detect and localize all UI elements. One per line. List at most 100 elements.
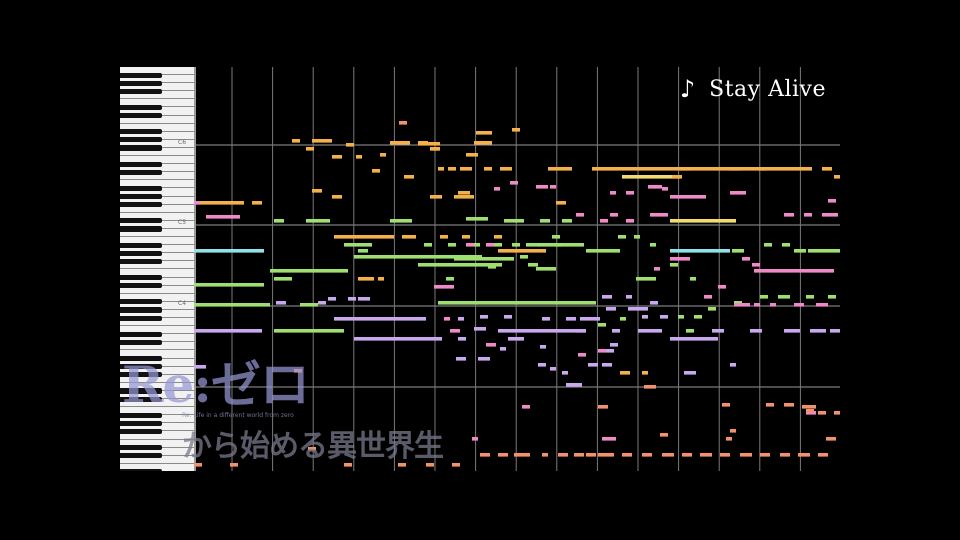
midi-note xyxy=(312,189,322,193)
midi-note xyxy=(458,317,464,321)
midi-note xyxy=(474,327,486,331)
midi-note xyxy=(500,347,506,351)
midi-note xyxy=(642,315,648,319)
midi-note xyxy=(520,255,528,259)
midi-note xyxy=(398,463,406,467)
midi-note xyxy=(678,315,684,319)
midi-note xyxy=(764,243,772,247)
black-key xyxy=(120,226,162,232)
midi-note xyxy=(816,303,828,307)
midi-note xyxy=(806,411,816,415)
midi-note xyxy=(500,167,512,171)
octave-label: C6 xyxy=(178,139,187,146)
midi-note xyxy=(550,367,556,371)
midi-note xyxy=(592,167,812,171)
midi-note xyxy=(478,357,490,361)
midi-note xyxy=(488,265,496,269)
midi-note xyxy=(380,153,386,157)
black-key xyxy=(120,145,162,151)
white-key xyxy=(120,205,194,213)
midi-note xyxy=(462,235,470,239)
midi-note xyxy=(556,201,566,205)
midi-note xyxy=(498,453,508,457)
midi-note xyxy=(402,235,416,239)
black-key xyxy=(120,275,162,281)
midi-note xyxy=(670,219,736,223)
midi-note xyxy=(670,249,730,253)
white-key xyxy=(120,432,194,440)
midi-note xyxy=(452,463,460,467)
midi-note xyxy=(498,329,586,333)
song-title: ♪ Stay Alive xyxy=(680,75,826,103)
midi-note xyxy=(356,155,362,159)
midi-note xyxy=(808,249,840,253)
midi-note xyxy=(650,243,656,247)
midi-note xyxy=(628,307,648,311)
midi-note xyxy=(626,191,634,195)
midi-note xyxy=(538,243,562,247)
midi-note xyxy=(672,175,682,179)
midi-note xyxy=(758,167,766,171)
midi-note xyxy=(808,405,816,409)
midi-note xyxy=(318,301,326,305)
midi-note xyxy=(472,437,478,441)
midi-note xyxy=(602,363,612,367)
midi-note xyxy=(194,201,200,205)
midi-note xyxy=(586,453,596,457)
midi-note xyxy=(194,303,270,307)
midi-note xyxy=(730,191,746,195)
midi-note xyxy=(312,139,332,143)
black-key xyxy=(120,250,162,256)
midi-note xyxy=(474,141,492,145)
black-key xyxy=(120,218,162,224)
black-key xyxy=(120,202,162,208)
midi-note xyxy=(718,285,726,289)
midi-note xyxy=(566,383,582,387)
midi-note xyxy=(586,249,620,253)
white-key xyxy=(120,116,194,124)
midi-note xyxy=(734,303,750,307)
midi-note xyxy=(308,447,316,451)
midi-note xyxy=(834,175,840,179)
midi-note xyxy=(548,167,572,171)
midi-note xyxy=(622,453,632,457)
black-key xyxy=(120,339,162,345)
midi-note xyxy=(828,295,836,299)
midi-note xyxy=(650,213,658,217)
white-key xyxy=(120,456,194,464)
midi-note xyxy=(730,429,736,433)
midi-note xyxy=(734,301,742,305)
midi-note xyxy=(536,267,556,271)
piano-keyboard: C6 C5 C4 xyxy=(120,67,196,471)
midi-note xyxy=(638,329,662,333)
midi-note xyxy=(598,349,606,353)
midi-note xyxy=(438,167,444,171)
midi-note xyxy=(512,243,520,247)
midi-note xyxy=(418,142,440,146)
midi-note xyxy=(538,363,546,367)
midi-note xyxy=(474,243,480,247)
song-title-text: Stay Alive xyxy=(709,76,826,102)
piano-roll: C6 C5 C4 ♪ Stay Alive Re:ゼロ Re: Life in a … xyxy=(120,67,840,471)
midi-note xyxy=(390,141,410,145)
midi-note xyxy=(426,463,434,467)
midi-note xyxy=(390,219,412,223)
midi-note xyxy=(660,433,668,437)
midi-note xyxy=(784,403,794,407)
midi-note xyxy=(440,235,448,239)
black-key xyxy=(120,307,162,313)
black-key xyxy=(120,388,162,394)
midi-note xyxy=(654,185,662,189)
midi-note xyxy=(794,249,806,253)
midi-note xyxy=(194,463,202,467)
midi-note xyxy=(494,243,502,247)
black-key xyxy=(120,137,162,143)
midi-note xyxy=(712,329,724,333)
midi-note xyxy=(536,185,548,189)
midi-note xyxy=(476,131,492,135)
midi-note xyxy=(306,147,314,151)
midi-note xyxy=(642,371,648,375)
midi-note xyxy=(454,195,474,199)
midi-note xyxy=(780,453,790,457)
midi-note xyxy=(270,269,348,273)
